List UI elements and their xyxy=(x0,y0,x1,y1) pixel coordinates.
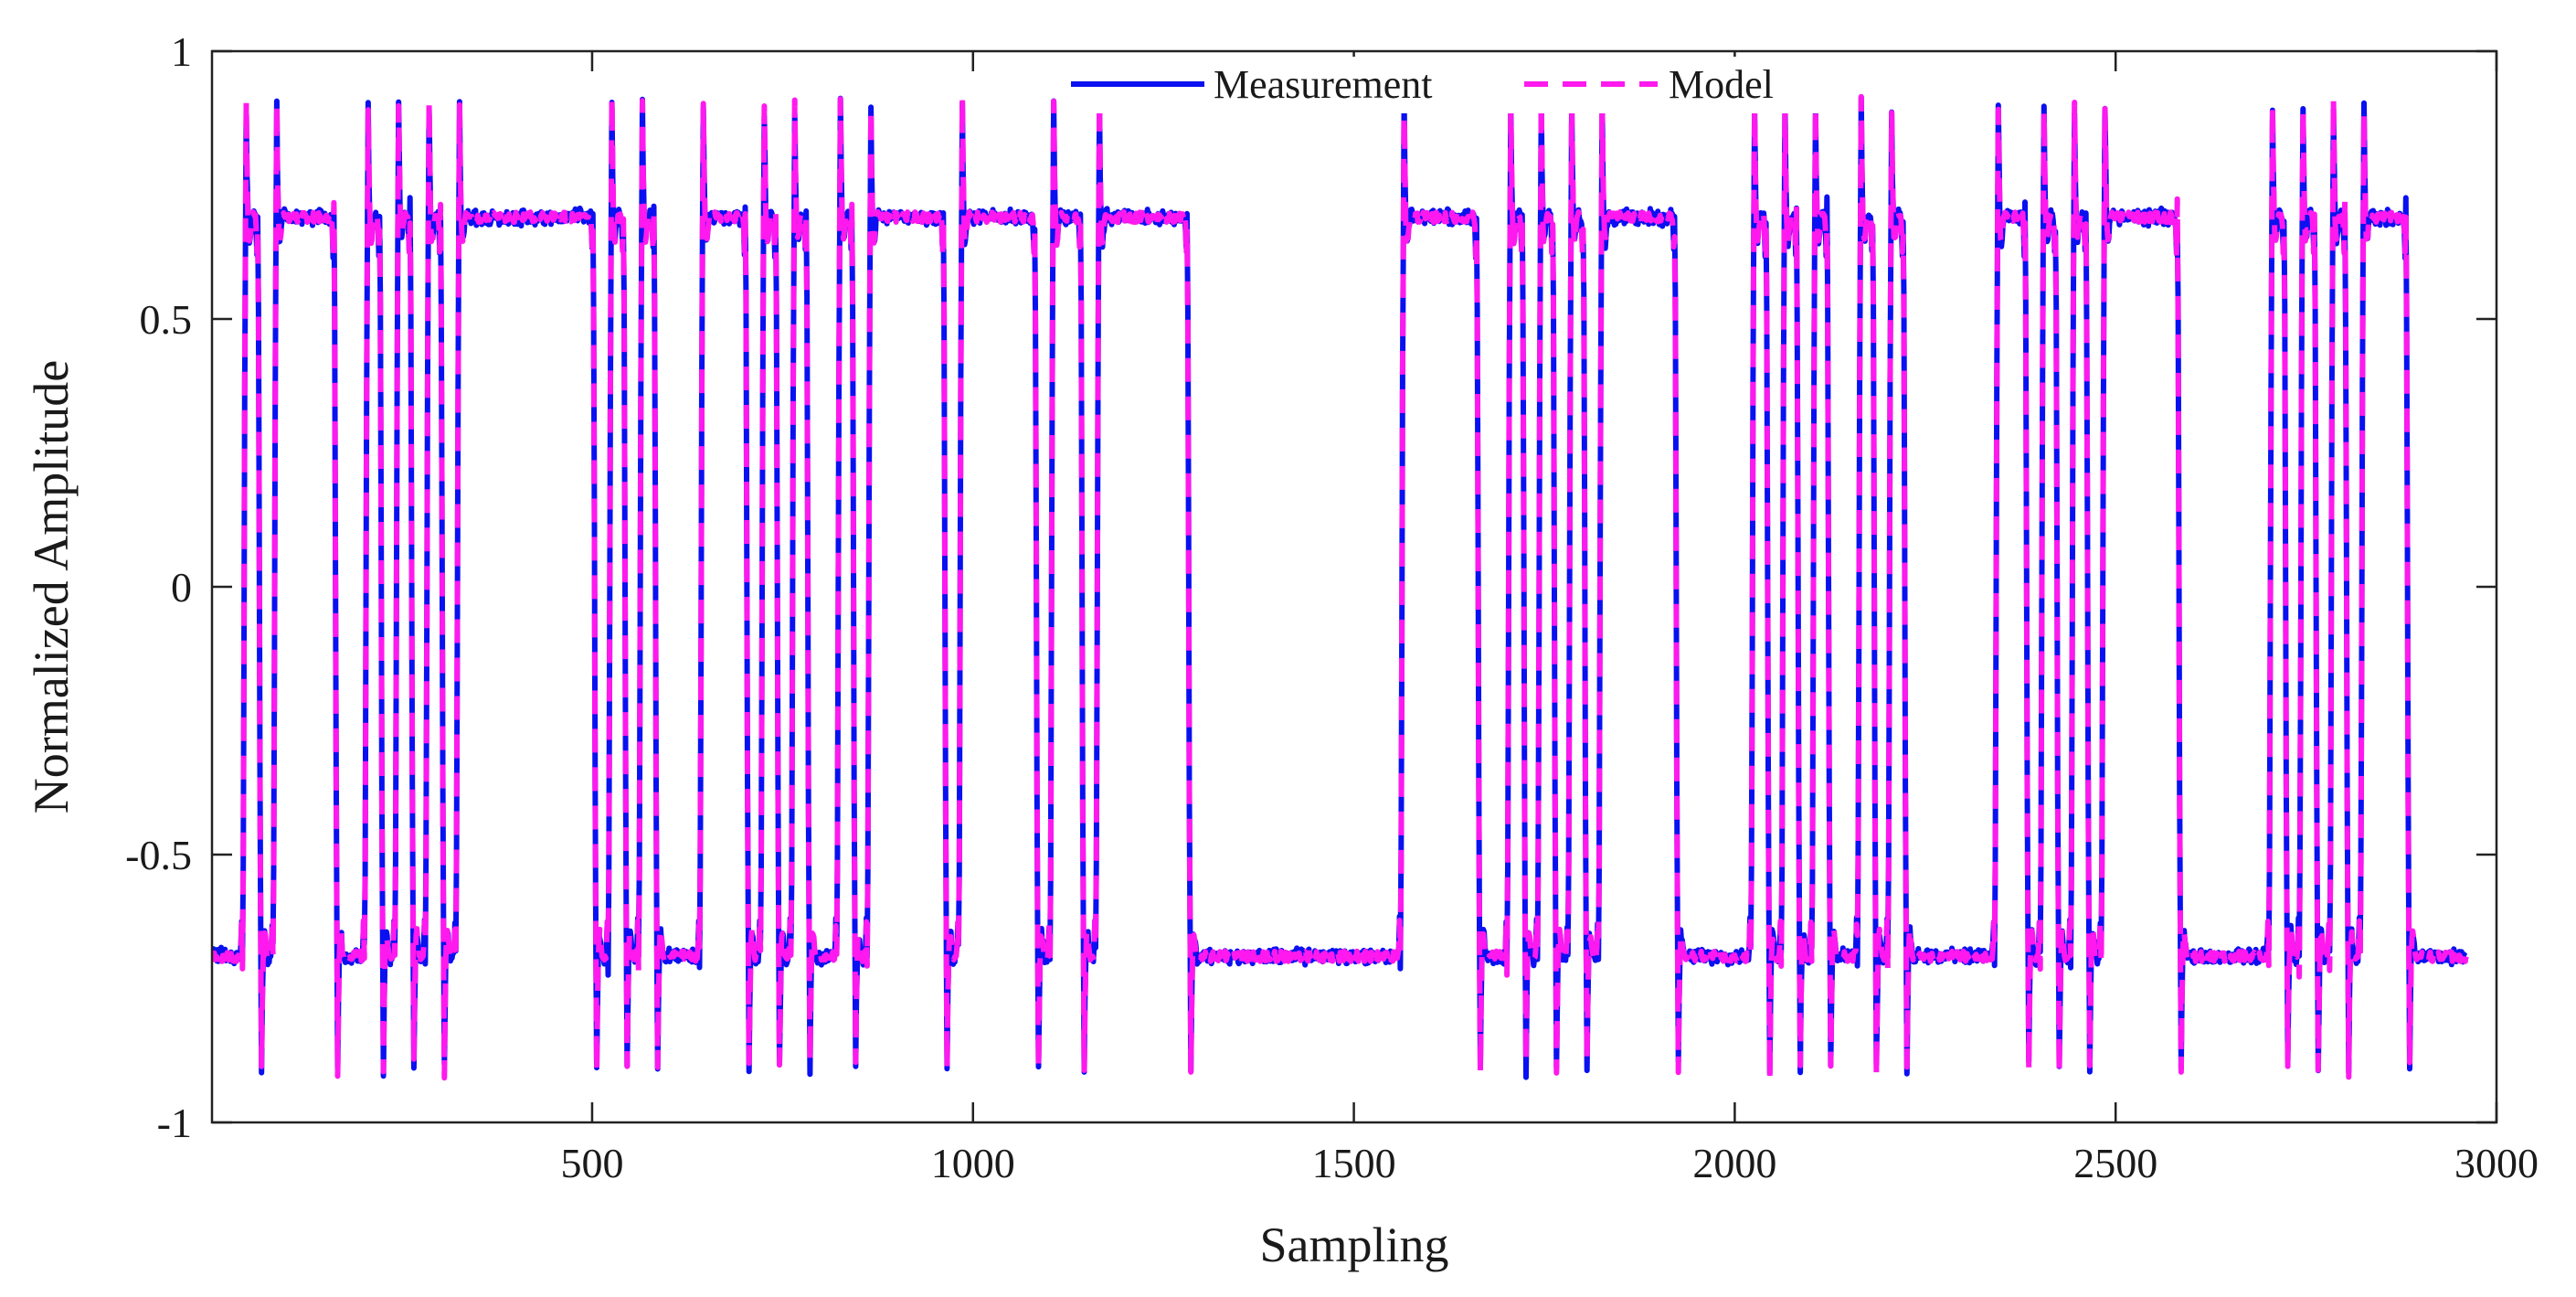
x-tick-label: 3000 xyxy=(2454,1140,2539,1186)
x-tick-label: 1500 xyxy=(1312,1140,1396,1186)
y-tick-label: -0.5 xyxy=(125,832,192,878)
y-tick-label: 1 xyxy=(171,28,192,75)
legend: Measurement Model xyxy=(1060,57,1818,113)
plot-area xyxy=(212,92,2469,1081)
x-tick-label: 2500 xyxy=(2073,1140,2157,1186)
y-axis-label: Normalized Amplitude xyxy=(24,360,79,813)
y-tick-label: 0 xyxy=(171,564,192,611)
series-line-model xyxy=(212,92,2469,1081)
x-tick-label: 1000 xyxy=(931,1140,1015,1186)
legend-label-measurement: Measurement xyxy=(1214,62,1432,107)
y-tick-label: 0.5 xyxy=(140,296,193,343)
x-axis-label: Sampling xyxy=(1259,1217,1448,1272)
x-tick-label: 2000 xyxy=(1692,1140,1776,1186)
axis-ticks: 500 1000 1500 2000 2500 3000 -1 -0.5 0 0.5 1 xyxy=(125,28,2539,1186)
y-tick-label: -1 xyxy=(157,1100,192,1146)
x-tick-label: 500 xyxy=(560,1140,623,1186)
legend-label-model: Model xyxy=(1669,62,1774,107)
